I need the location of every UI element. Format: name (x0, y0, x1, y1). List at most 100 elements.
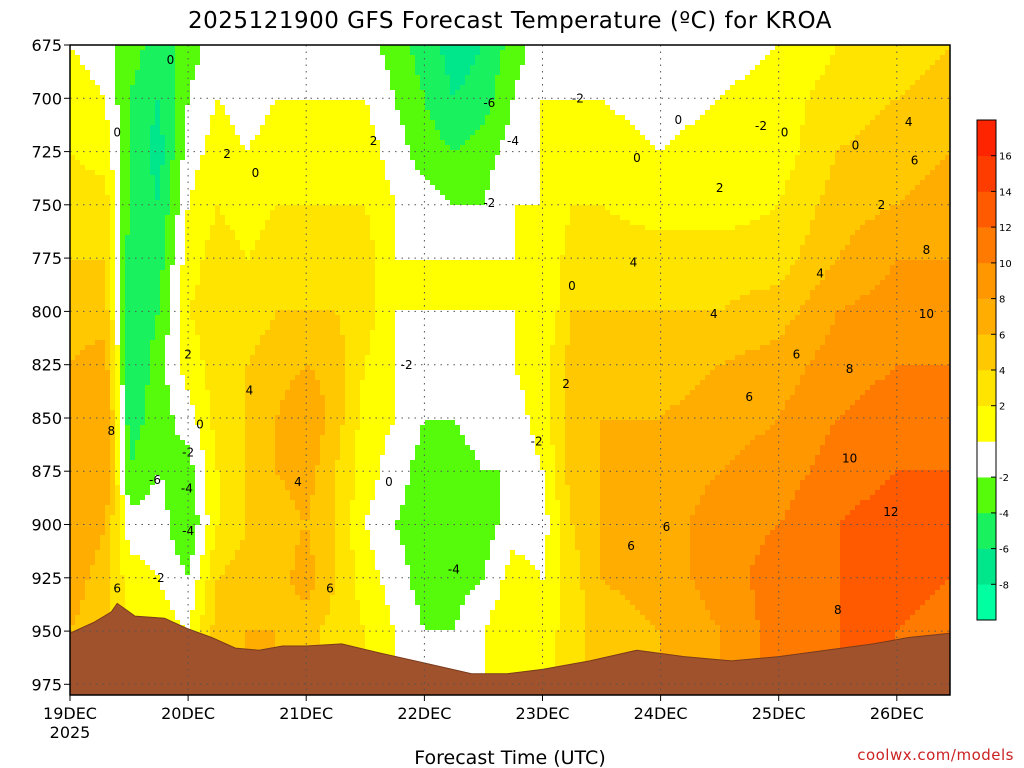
heat-cell (200, 185, 206, 191)
heat-cell (860, 105, 866, 111)
heat-cell (435, 100, 441, 106)
heat-cell (210, 130, 216, 136)
heat-cell (165, 160, 171, 166)
heat-cell (720, 180, 726, 186)
heat-cell (195, 165, 201, 171)
heat-cell (810, 45, 816, 51)
heat-cell (870, 135, 876, 141)
heat-cell (590, 85, 596, 91)
heat-cell (830, 175, 836, 181)
heat-cell (810, 165, 816, 171)
heat-cell (175, 115, 181, 121)
heat-cell (115, 155, 121, 161)
heat-cell (530, 55, 536, 61)
heat-cell (395, 55, 401, 61)
heat-cell (655, 60, 661, 66)
heat-cell (840, 60, 846, 66)
heat-cell (365, 90, 371, 96)
heat-cell (865, 140, 871, 146)
heat-cell (680, 120, 686, 126)
heat-cell (870, 90, 876, 96)
heat-cell (245, 115, 251, 121)
heat-cell (675, 55, 681, 61)
heat-cell (595, 125, 601, 131)
heat-cell (935, 90, 941, 96)
heat-cell (835, 55, 841, 61)
heat-cell (175, 180, 181, 186)
heat-cell (360, 85, 366, 91)
heat-cell (555, 100, 561, 106)
heat-cell (315, 130, 321, 136)
heat-cell (255, 90, 261, 96)
heat-cell (695, 65, 701, 71)
heat-cell (600, 65, 606, 71)
heat-cell (80, 160, 86, 166)
heat-cell (400, 130, 406, 136)
heat-cell (205, 170, 211, 176)
heat-cell (675, 145, 681, 151)
heat-cell (820, 65, 826, 71)
heat-cell (165, 125, 171, 131)
heat-cell (400, 105, 406, 111)
heat-cell (775, 80, 781, 86)
heat-cell (440, 60, 446, 66)
heat-cell (750, 130, 756, 136)
heat-cell (300, 170, 306, 176)
heat-cell (360, 185, 366, 191)
heat-cell (645, 95, 651, 101)
heat-cell (560, 80, 566, 86)
heat-cell (400, 115, 406, 121)
heat-cell (605, 100, 611, 106)
heat-cell (300, 75, 306, 81)
heat-cell (395, 80, 401, 86)
heat-cell (345, 60, 351, 66)
heat-cell (780, 115, 786, 121)
heat-cell (515, 135, 521, 141)
heat-cell (475, 60, 481, 66)
heat-cell (175, 155, 181, 161)
heat-cell (660, 70, 666, 76)
heat-cell (175, 105, 181, 111)
heat-cell (820, 175, 826, 181)
heat-cell (450, 60, 456, 66)
heat-cell (455, 70, 461, 76)
heat-cell (215, 155, 221, 161)
heat-cell (190, 55, 196, 61)
heat-cell (195, 95, 201, 101)
heat-cell (105, 120, 111, 126)
heat-cell (890, 80, 896, 86)
heat-cell (280, 45, 286, 51)
heat-cell (385, 90, 391, 96)
heat-cell (845, 85, 851, 91)
heat-cell (465, 90, 471, 96)
heat-cell (225, 55, 231, 61)
heat-cell (115, 140, 121, 146)
heat-cell (790, 100, 796, 106)
heat-cell (450, 80, 456, 86)
heat-cell (425, 105, 431, 111)
heat-cell (260, 120, 266, 126)
heat-cell (270, 120, 276, 126)
heat-cell (875, 115, 881, 121)
heat-cell (410, 50, 416, 56)
heat-cell (470, 110, 476, 116)
heat-cell (95, 70, 101, 76)
heat-cell (740, 160, 746, 166)
heat-cell (235, 45, 241, 51)
heat-cell (795, 180, 801, 186)
heat-cell (930, 170, 936, 176)
heat-cell (445, 100, 451, 106)
heat-cell (125, 145, 131, 151)
heat-cell (290, 65, 296, 71)
heat-cell (440, 70, 446, 76)
heat-cell (490, 120, 496, 126)
heat-cell (270, 130, 276, 136)
heat-cell (285, 120, 291, 126)
heat-cell (930, 105, 936, 111)
heat-cell (410, 160, 416, 166)
heat-cell (575, 70, 581, 76)
heat-cell (300, 95, 306, 101)
heat-cell (95, 90, 101, 96)
heat-cell (255, 150, 261, 156)
heat-cell (780, 65, 786, 71)
